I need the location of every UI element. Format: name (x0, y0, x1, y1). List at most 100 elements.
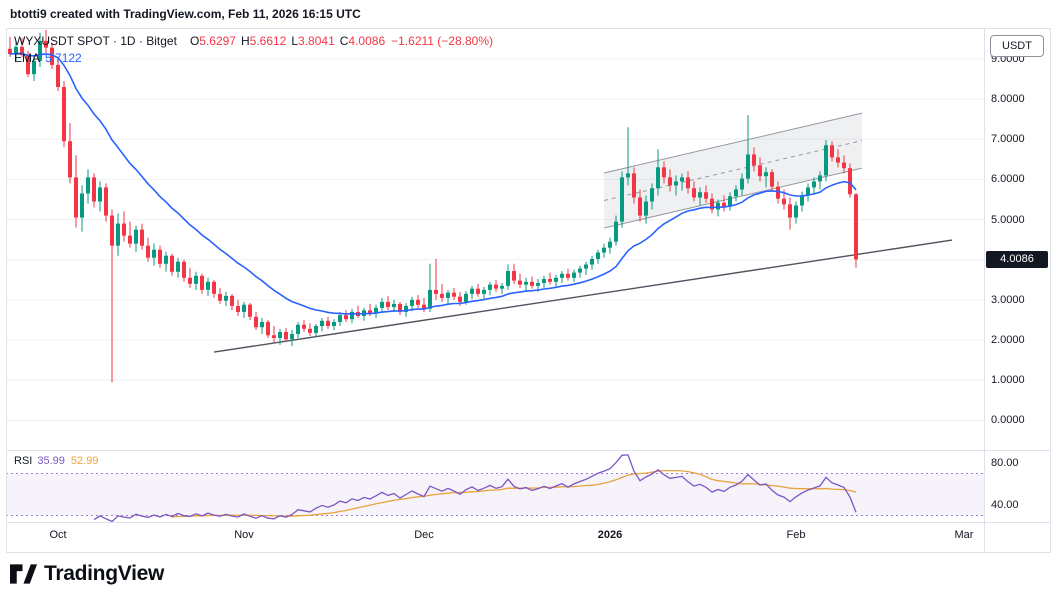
tradingview-logo[interactable]: TradingView (10, 562, 164, 586)
candle-body (410, 299, 414, 306)
candle-body (596, 252, 600, 259)
currency-toggle-button[interactable]: USDT (990, 35, 1044, 57)
candle-body (818, 175, 822, 182)
candle-body (284, 332, 288, 340)
candle-body (788, 204, 792, 218)
price-chart-canvas[interactable] (6, 28, 984, 450)
candle-body (530, 281, 534, 286)
price-tick-label: 3.0000 (991, 293, 1025, 306)
candle-body (782, 198, 786, 205)
candle-body (758, 165, 762, 177)
candle-body (476, 288, 480, 294)
candle-body (440, 293, 444, 298)
candle-body (32, 60, 36, 75)
candle-body (764, 172, 768, 177)
snapshot-credit: btotti9 created with TradingView.com, Fe… (10, 7, 361, 21)
rsi-line (93, 454, 857, 522)
candle-body (236, 305, 240, 312)
rsi-ma-value: 52.99 (70, 455, 99, 467)
candle-body (266, 321, 270, 336)
candle-body (716, 202, 720, 210)
candle-body (44, 40, 48, 48)
candle-body (116, 223, 120, 246)
candle-body (350, 311, 354, 320)
open-label: O (189, 34, 200, 48)
candles-series (8, 29, 858, 383)
candle-body (338, 315, 342, 322)
candle-body (704, 192, 708, 199)
time-axis-label-mar: Mar (954, 529, 974, 541)
candle-body (428, 289, 432, 309)
candle-body (470, 288, 474, 294)
close-label: C (339, 34, 349, 48)
candle-body (728, 196, 732, 207)
rsi-pane-canvas[interactable] (6, 450, 984, 522)
candle-body (290, 334, 294, 340)
candle-body (800, 195, 804, 206)
candle-body (662, 167, 666, 178)
candle-body (296, 324, 300, 335)
candle-body (422, 304, 426, 309)
time-axis-label-nov: Nov (234, 529, 254, 541)
candle-body (392, 303, 396, 308)
candle-body (452, 292, 456, 297)
candle-body (170, 255, 174, 272)
candle-body (152, 249, 156, 258)
rsi-ma-line (171, 469, 857, 518)
symbol-legend: WYXUSDT SPOT · 1D · Bitget O5.6297 H5.6612… (14, 33, 493, 50)
candle-body (242, 304, 246, 312)
candle-body (560, 273, 564, 278)
close-value: 4.0086 (348, 34, 386, 48)
candle-body (326, 320, 330, 327)
candle-body (278, 332, 282, 339)
channel-upper-line (603, 112, 863, 174)
price-tick-label: 6.0000 (991, 173, 1025, 186)
candle-body (446, 292, 450, 298)
candle-body (62, 87, 66, 142)
rsi-legend: RSI 35.99 52.99 (14, 455, 98, 467)
ema-value: 5.7122 (45, 51, 82, 65)
candle-body (632, 173, 636, 198)
rsi-value: 35.99 (37, 455, 65, 467)
candle-body (68, 141, 72, 178)
candle-body (482, 289, 486, 294)
candle-body (416, 299, 420, 305)
candle-body (50, 47, 54, 65)
tradingview-logo-text: TradingView (44, 562, 165, 585)
price-tick-label: 2.0000 (991, 334, 1025, 347)
pane-divider-time-axis (6, 522, 1051, 523)
rsi-tick-label: 80.00 (991, 457, 1019, 469)
candle-body (368, 310, 372, 314)
price-tick-label: 8.0000 (991, 93, 1025, 106)
candle-body (344, 315, 348, 320)
candle-body (434, 289, 438, 294)
candle-body (134, 229, 138, 244)
candle-body (620, 177, 624, 222)
last-price-badge: 4.0086 (986, 250, 1048, 268)
rsi-tick-label: 40.00 (991, 499, 1019, 511)
candle-body (26, 54, 30, 75)
candle-body (74, 177, 78, 218)
candle-body (464, 293, 468, 302)
ema-legend: EMA 5.7122 (14, 51, 82, 65)
candle-body (602, 247, 606, 253)
candle-body (248, 304, 252, 317)
candle-body (698, 192, 702, 198)
candle-body (98, 187, 102, 202)
low-value: 3.8041 (298, 34, 335, 48)
candle-body (398, 303, 402, 312)
candle-body (548, 279, 552, 282)
candle-body (506, 270, 510, 286)
pane-divider-rsi[interactable] (6, 450, 1051, 451)
candle-body (722, 202, 726, 207)
candle-body (56, 64, 60, 88)
price-tick-label: 5.0000 (991, 213, 1025, 226)
candle-body (824, 145, 828, 176)
candle-body (38, 40, 42, 61)
candle-body (776, 186, 780, 199)
time-axis[interactable]: Oct Nov Dec 2026 Feb Mar (6, 522, 984, 553)
candle-body (308, 328, 312, 333)
price-axis[interactable]: USDT 4.0086 9.0000 8.0000 7.0000 6.0000 5.00… (984, 28, 1051, 553)
candle-body (710, 198, 714, 210)
open-value: 5.6297 (199, 34, 236, 48)
